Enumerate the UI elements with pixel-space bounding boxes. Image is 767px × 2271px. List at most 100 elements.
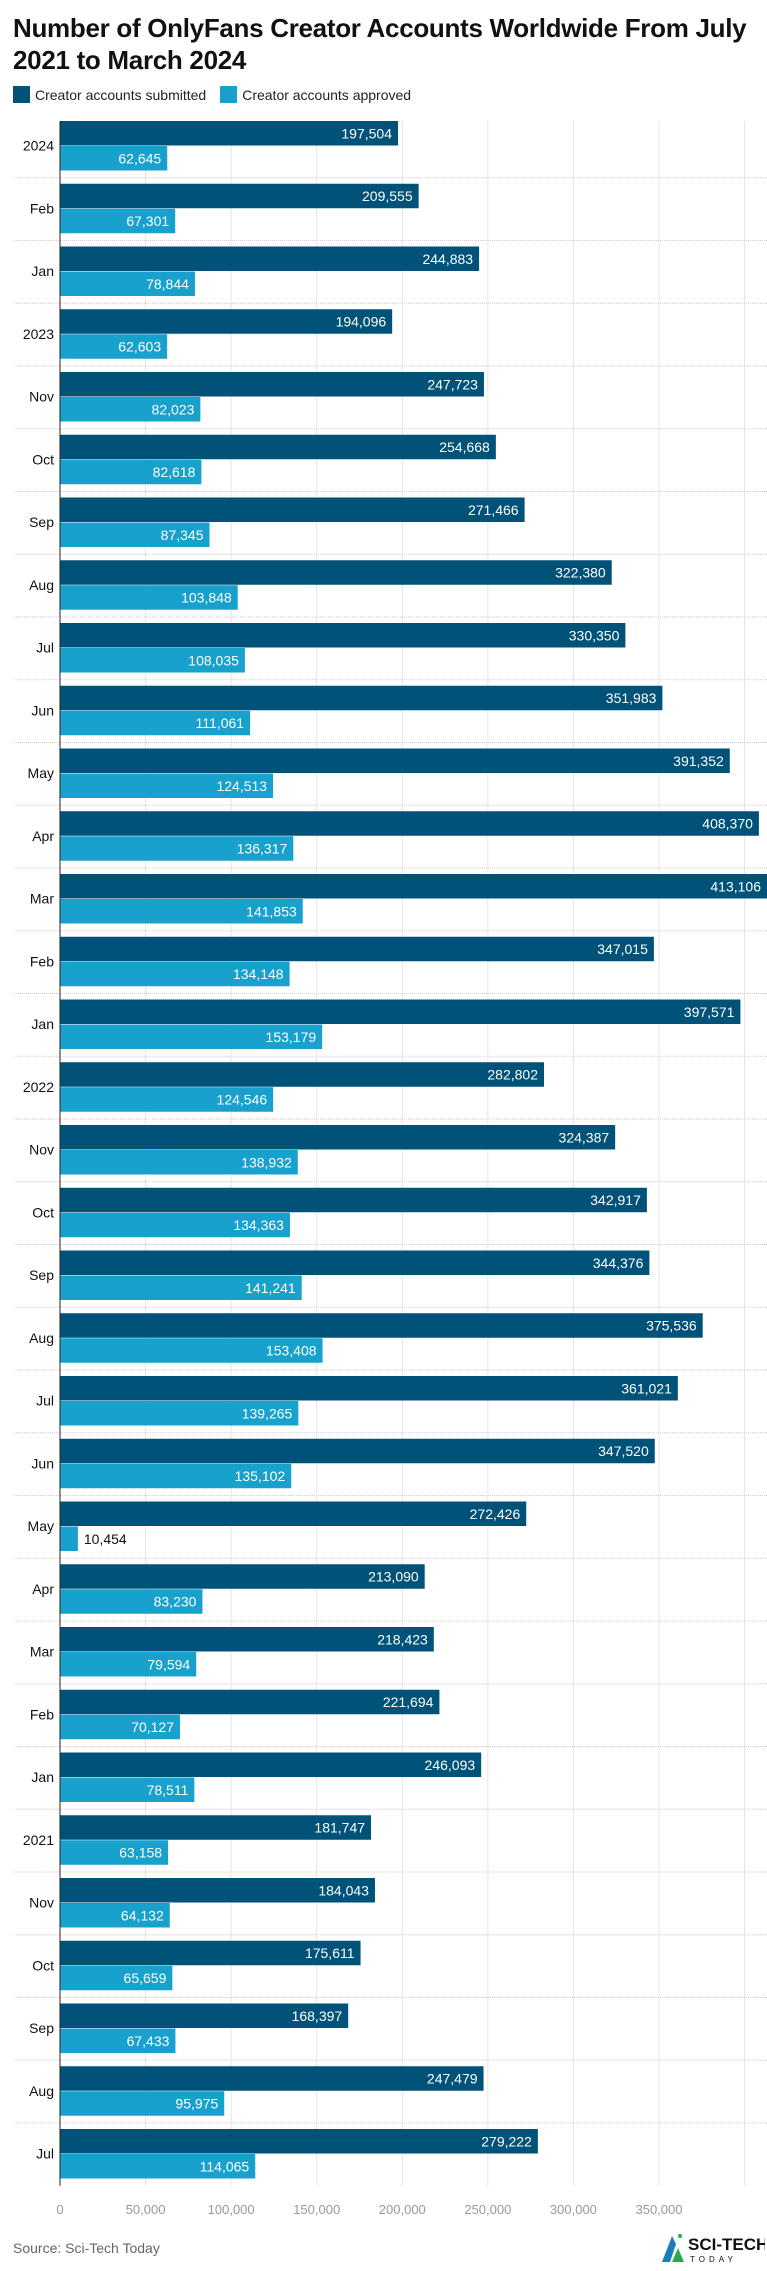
bar-approved — [60, 271, 195, 296]
x-tick-label: 0 — [56, 2202, 63, 2217]
bar-submitted — [60, 936, 654, 962]
bar-approved — [60, 1087, 274, 1112]
bar-submitted — [60, 183, 419, 209]
category-label: Jul — [36, 640, 54, 656]
bar-approved — [60, 1526, 78, 1551]
bar-approved — [60, 773, 274, 798]
data-label: 141,241 — [245, 1280, 296, 1296]
category-label: Jan — [31, 1769, 54, 1785]
data-label: 271,466 — [468, 502, 519, 518]
bar-approved — [60, 1965, 173, 1991]
bar-submitted — [60, 1062, 544, 1087]
category-label: Feb — [30, 1706, 54, 1722]
bar-approved — [60, 710, 251, 736]
data-label: 82,023 — [152, 401, 195, 417]
data-label: 136,317 — [237, 841, 288, 857]
data-label: 197,504 — [341, 125, 392, 141]
x-tick-label: 300,000 — [550, 2202, 597, 2217]
data-label: 322,380 — [555, 565, 606, 581]
data-label: 246,093 — [425, 1757, 476, 1773]
data-label: 111,061 — [196, 715, 245, 731]
bar-submitted — [60, 2066, 484, 2091]
data-label: 139,265 — [242, 1405, 293, 1421]
bar-submitted — [60, 497, 525, 522]
bar-submitted — [60, 1501, 527, 1526]
bar-submitted — [60, 121, 399, 146]
data-label: 135,102 — [235, 1468, 286, 1484]
bar-submitted — [60, 1752, 482, 1777]
bar-submitted — [60, 623, 626, 648]
data-label: 254,668 — [439, 439, 490, 455]
data-label: 138,932 — [241, 1154, 292, 1170]
bar-submitted — [60, 2129, 538, 2154]
bar-submitted — [60, 1125, 616, 1150]
data-label: 397,571 — [684, 1004, 735, 1020]
category-label: Sep — [29, 514, 54, 530]
category-label: Nov — [29, 389, 54, 405]
data-label: 247,723 — [427, 376, 478, 392]
data-label: 63,158 — [119, 1845, 162, 1861]
data-label: 194,096 — [336, 314, 387, 330]
category-label: Mar — [30, 891, 54, 907]
bar-submitted — [60, 1815, 372, 1840]
category-label: May — [28, 1518, 54, 1534]
bar-approved — [60, 899, 303, 924]
category-label: Nov — [29, 1895, 54, 1911]
legend: Creator accounts submitted Creator accou… — [13, 86, 411, 103]
bar-approved — [60, 1212, 290, 1238]
bar-approved — [60, 2028, 176, 2053]
bar-submitted — [60, 1878, 375, 1903]
bar-approved — [60, 1275, 302, 1300]
data-label: 10,454 — [84, 1531, 127, 1547]
x-tick-label: 150,000 — [293, 2202, 340, 2217]
x-tick-label: 50,000 — [126, 2202, 166, 2217]
data-label: 153,408 — [266, 1343, 317, 1359]
data-label: 209,555 — [362, 188, 413, 204]
x-tick-label: 200,000 — [379, 2202, 426, 2217]
category-label: Feb — [30, 200, 54, 216]
bar-submitted — [60, 1689, 440, 1715]
bar-submitted — [60, 874, 767, 899]
bar-submitted — [60, 1313, 703, 1338]
bar-approved — [60, 2154, 256, 2179]
legend-label-submitted: Creator accounts submitted — [35, 86, 207, 103]
x-tick-label: 350,000 — [635, 2202, 682, 2217]
bar-submitted — [60, 685, 663, 711]
category-label: 2024 — [23, 138, 54, 154]
bar-approved — [60, 961, 290, 987]
data-label: 79,594 — [147, 1656, 190, 1672]
data-label: 62,645 — [118, 150, 161, 166]
data-label: 213,090 — [368, 1569, 419, 1585]
svg-text:SCI-TECH: SCI-TECH — [688, 2235, 765, 2254]
data-label: 175,611 — [305, 1945, 355, 1961]
data-label: 108,035 — [188, 652, 239, 668]
data-label: 272,426 — [470, 1506, 521, 1522]
data-label: 87,345 — [161, 527, 204, 543]
bar-submitted — [60, 2003, 349, 2028]
bar-submitted — [60, 560, 612, 585]
data-label: 342,917 — [590, 1192, 641, 1208]
data-label: 408,370 — [702, 816, 753, 832]
data-label: 351,983 — [606, 690, 657, 706]
data-label: 64,132 — [121, 1907, 164, 1923]
data-label: 279,222 — [481, 2133, 532, 2149]
bar-approved — [60, 1150, 298, 1175]
category-label: Aug — [29, 577, 54, 593]
data-label: 413,106 — [710, 878, 761, 894]
bar-submitted — [60, 309, 393, 334]
data-label: 391,352 — [673, 753, 724, 769]
data-label: 95,975 — [175, 2096, 218, 2112]
bar-approved — [60, 1777, 195, 1802]
bar-approved — [60, 1840, 169, 1865]
data-label: 168,397 — [292, 2008, 343, 2024]
bar-approved — [60, 1714, 181, 1740]
bar-submitted — [60, 811, 759, 836]
category-label: Apr — [32, 1581, 54, 1597]
category-label: 2021 — [23, 1832, 54, 1848]
bar-approved — [60, 1589, 203, 1614]
bar-submitted — [60, 1940, 361, 1966]
data-label: 282,802 — [487, 1067, 538, 1083]
bar-approved — [60, 334, 168, 359]
bar-approved — [60, 208, 176, 234]
